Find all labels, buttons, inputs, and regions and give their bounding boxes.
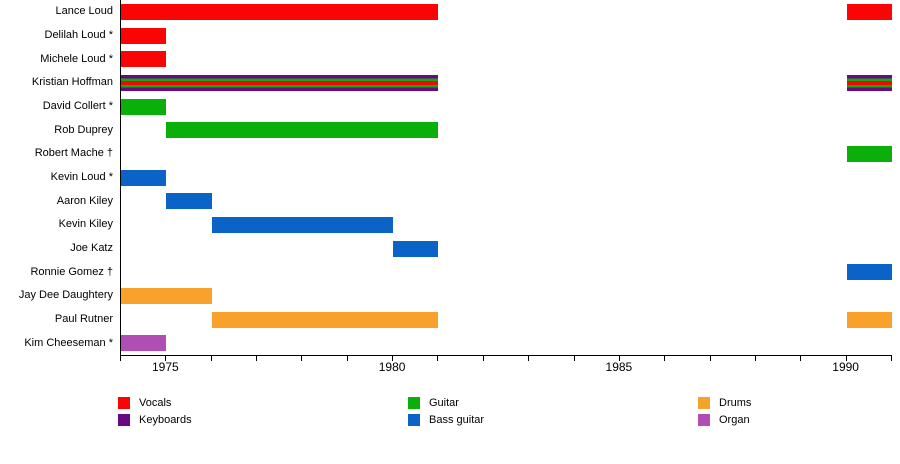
x-axis-tick (891, 356, 892, 361)
x-axis-tick (528, 356, 530, 361)
timeline-bar (121, 3, 439, 20)
timeline-bar (846, 145, 892, 162)
member-label: Rob Duprey (54, 123, 113, 136)
legend-item: Vocals (118, 394, 192, 411)
legend-column: Guitar Bass guitar (408, 394, 484, 428)
x-axis-tick (392, 356, 394, 361)
member-label: David Collert * (42, 100, 113, 112)
legend-column: Vocals Keyboards (118, 394, 192, 428)
timeline-bar (846, 74, 892, 91)
member-label: Kristian Hoffman (31, 76, 113, 89)
timeline-bar (166, 193, 212, 210)
member-label: Ronnie Gomez † (30, 265, 113, 278)
x-axis-tick (618, 356, 620, 361)
legend-item: Bass guitar (408, 411, 484, 428)
legend-label: Drums (719, 396, 752, 409)
x-axis-tick (437, 356, 439, 361)
x-axis-tick-label: 1990 (832, 360, 859, 374)
legend-item: Organ (698, 411, 751, 428)
member-label: Michele Loud * (40, 52, 113, 65)
legend-label: Vocals (139, 396, 172, 409)
legend-item: Drums (698, 394, 751, 411)
x-axis-tick (709, 356, 711, 361)
x-axis-tick (165, 356, 167, 361)
y-axis-labels: Lance Loud Delilah Loud * Michele Loud * Kr… (0, 0, 113, 355)
x-axis-tick-label: 1985 (605, 360, 633, 374)
x-axis-tick (754, 356, 756, 361)
x-axis-tick (573, 356, 575, 361)
timeline-bar (121, 287, 212, 304)
member-label: Kevin Kiley (58, 218, 113, 231)
legend-label: Guitar (429, 396, 459, 409)
legend-label: Organ (719, 413, 750, 426)
timeline-bar (121, 169, 167, 186)
timeline-bar (846, 264, 892, 281)
member-label: Lance Loud (55, 5, 114, 18)
x-axis-tick (301, 356, 303, 361)
legend-swatch-vocals (118, 396, 130, 409)
timeline-bar (393, 240, 439, 257)
legend-label: Bass guitar (429, 413, 485, 426)
timeline-bar (846, 311, 892, 328)
timeline-bar (121, 51, 167, 68)
timeline-bar (211, 311, 439, 328)
member-label: Aaron Kiley (56, 194, 113, 207)
x-axis-tick (845, 356, 847, 361)
member-label: Paul Rutner (54, 313, 113, 325)
x-axis-tick (120, 356, 121, 361)
legend-swatch-drums (698, 396, 710, 409)
legend-item: Keyboards (118, 411, 192, 428)
member-label: Jay Dee Daughtery (18, 289, 113, 302)
timeline-bar (846, 3, 892, 20)
timeline-bar (121, 74, 439, 91)
x-axis-tick (256, 356, 258, 361)
legend-swatch-bass (408, 413, 420, 426)
timeline-bar (121, 335, 167, 352)
legend-item: Guitar (408, 394, 484, 411)
x-axis-tick-label: 1975 (151, 360, 179, 374)
legend-swatch-guitar (408, 396, 420, 409)
legend-swatch-keyboards (118, 413, 130, 426)
timeline-bar (121, 27, 167, 44)
timeline-bar (121, 98, 167, 115)
legend-column: Drums Organ (698, 394, 751, 428)
legend-swatch-organ (698, 413, 710, 426)
member-label: Delilah Loud * (44, 29, 114, 41)
member-label: Joe Katz (70, 242, 113, 254)
x-axis-tick (482, 356, 484, 361)
x-axis-tick (664, 356, 666, 361)
x-axis-tick (800, 356, 802, 361)
legend-label: Keyboards (139, 413, 192, 426)
x-axis-tick (210, 356, 212, 361)
member-label: Kim Cheeseman * (24, 336, 113, 349)
timeline-bar (211, 216, 394, 233)
member-label: Kevin Loud * (50, 171, 113, 183)
x-axis-tick-label: 1980 (378, 360, 406, 374)
member-label: Robert Mache † (34, 147, 113, 160)
x-axis-tick (346, 356, 348, 361)
plot-area (120, 0, 892, 356)
timeline-bar (166, 122, 439, 139)
